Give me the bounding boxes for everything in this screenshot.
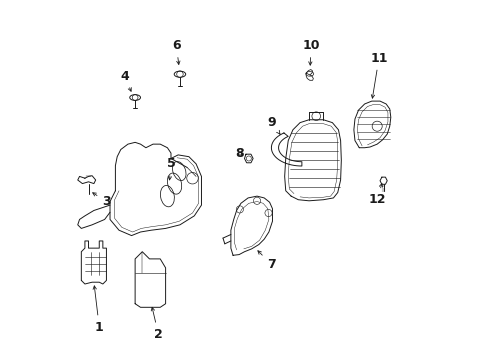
Text: 3: 3 [93,193,110,208]
Text: 5: 5 [166,157,175,180]
Text: 2: 2 [151,307,163,341]
Text: 4: 4 [120,69,131,91]
Text: 8: 8 [234,147,243,159]
Text: 11: 11 [369,51,387,98]
Text: 9: 9 [266,116,280,134]
Text: 7: 7 [257,251,275,271]
Text: 6: 6 [172,39,180,64]
Text: 12: 12 [367,184,385,206]
Text: 10: 10 [302,39,319,65]
Text: 1: 1 [93,286,103,333]
